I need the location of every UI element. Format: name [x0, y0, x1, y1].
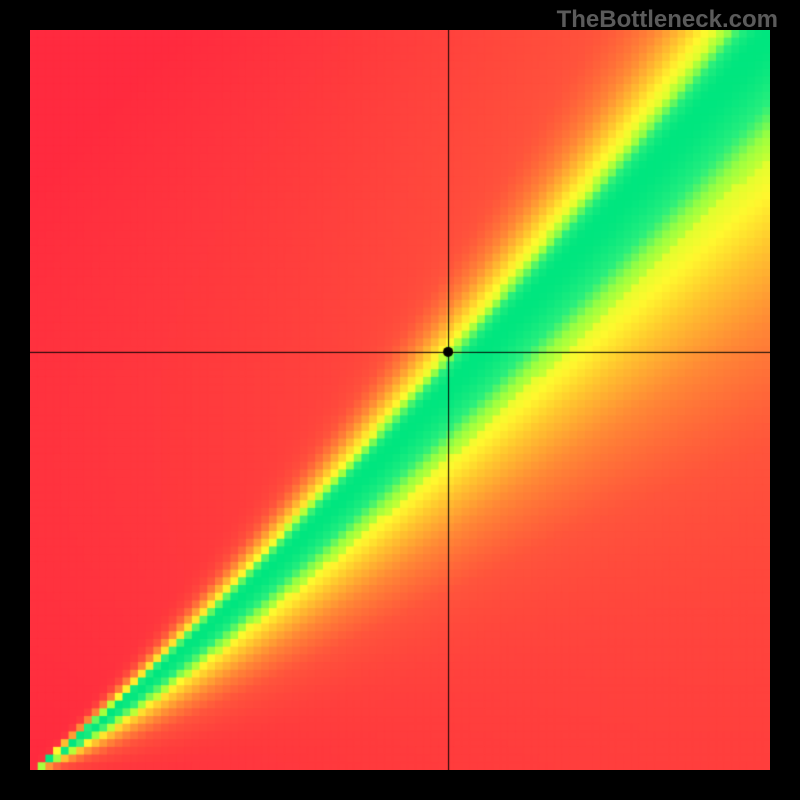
watermark-text: TheBottleneck.com: [557, 6, 778, 34]
heatmap-canvas: [30, 30, 770, 770]
heatmap-plot-area: [30, 30, 770, 770]
